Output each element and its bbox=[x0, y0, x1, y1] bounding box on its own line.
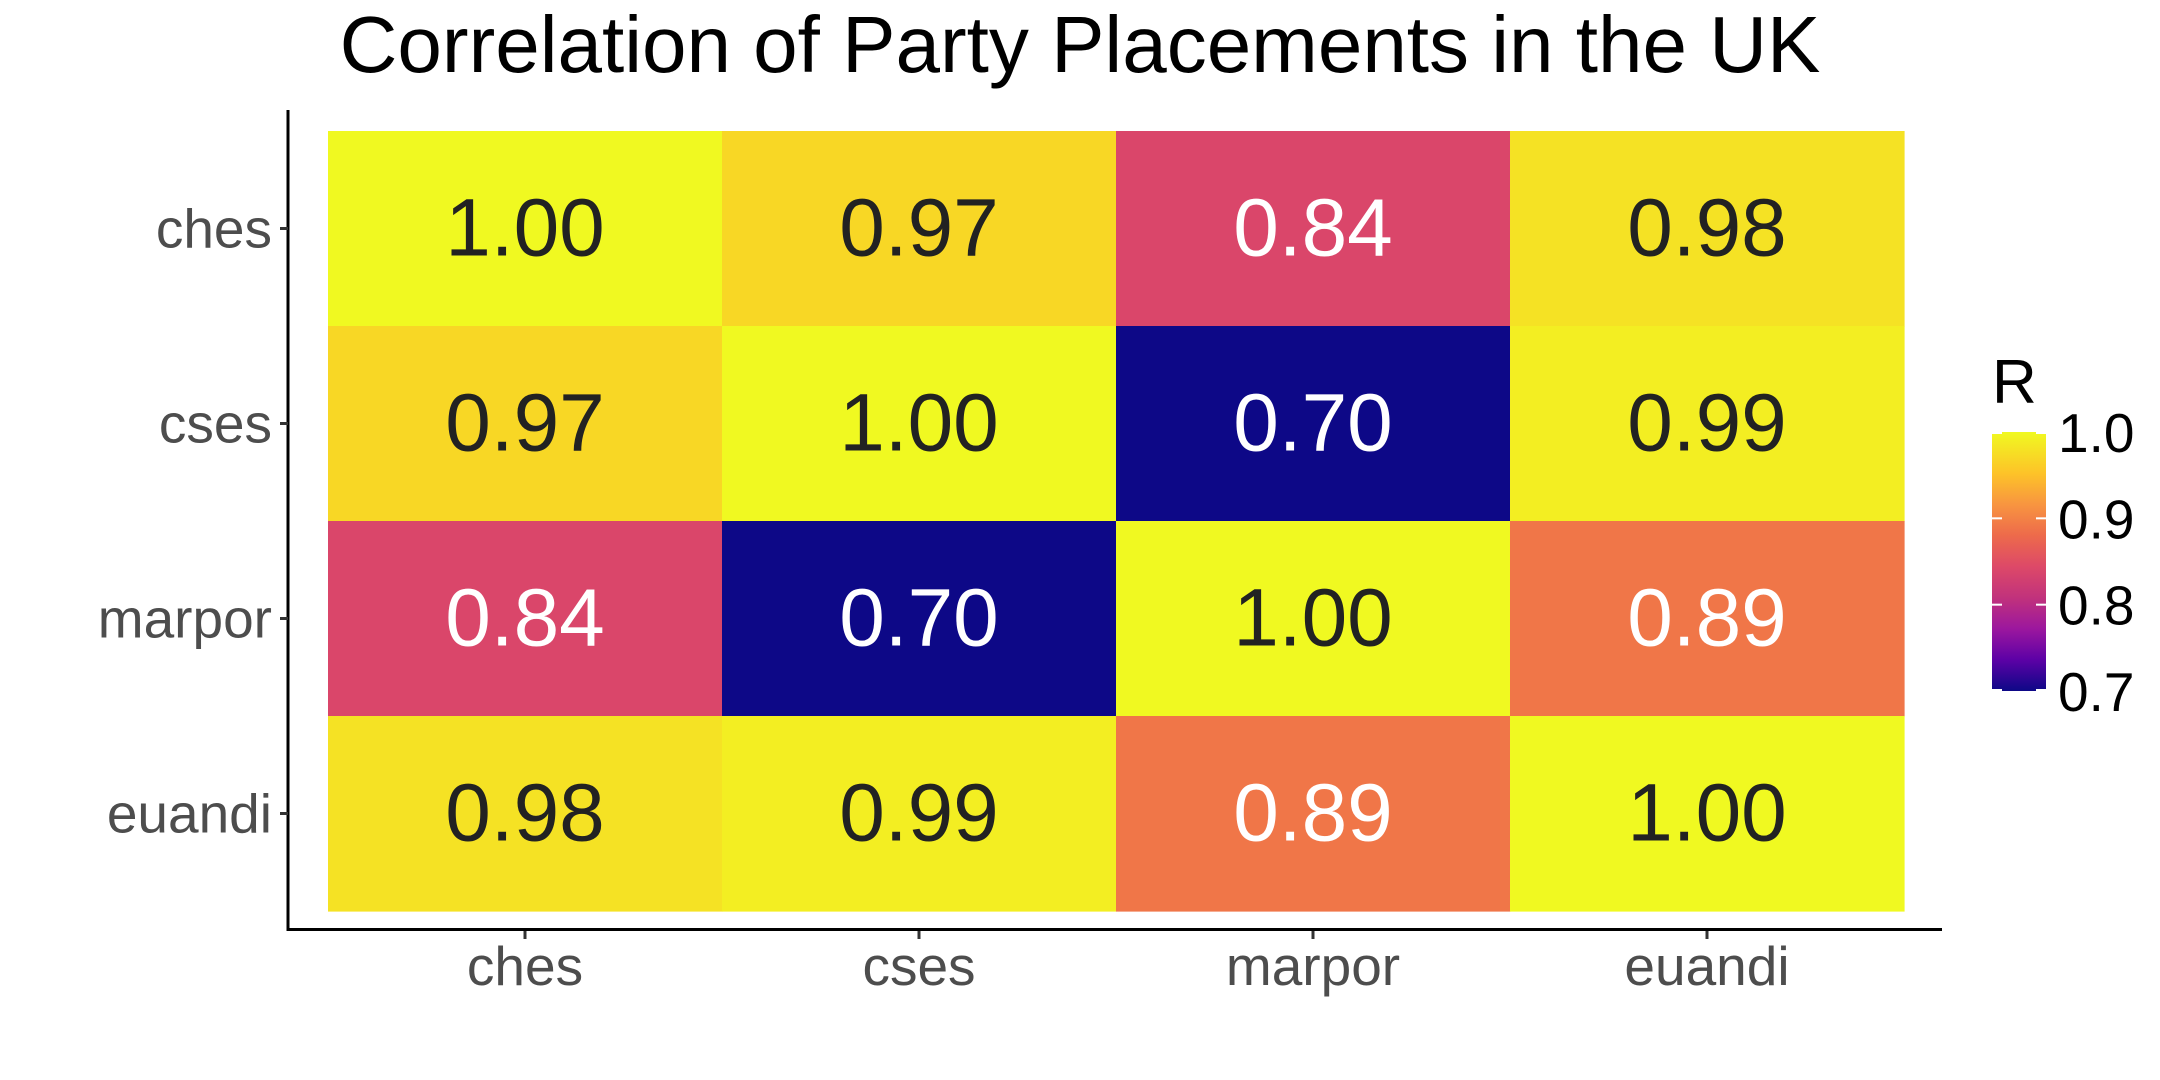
heatmap-cell bbox=[1116, 326, 1511, 522]
x-tick-label: ches bbox=[467, 935, 583, 997]
cell-value-label: 1.00 bbox=[839, 378, 999, 469]
heatmap-cell bbox=[328, 716, 723, 912]
heatmap-cell bbox=[1510, 716, 1905, 912]
cell-value-label: 0.89 bbox=[1233, 768, 1393, 859]
heatmap-cell bbox=[1510, 326, 1905, 522]
heatmap-cells bbox=[328, 131, 1905, 912]
legend-colorbar bbox=[1992, 432, 2046, 691]
heatmap-cell bbox=[1510, 521, 1905, 717]
cell-value-label: 0.89 bbox=[1627, 573, 1787, 664]
cell-value-label: 1.00 bbox=[1627, 768, 1787, 859]
legend-tick-label: 0.9 bbox=[2058, 488, 2134, 550]
cell-value-label: 0.97 bbox=[445, 378, 605, 469]
cell-value-label: 0.84 bbox=[1233, 183, 1393, 274]
heatmap-cell bbox=[1116, 716, 1511, 912]
cell-value-label: 1.00 bbox=[1233, 573, 1393, 664]
x-tick-label: marpor bbox=[1226, 935, 1400, 997]
heatmap-cell bbox=[328, 326, 723, 522]
chart-title: Correlation of Party Placements in the U… bbox=[340, 0, 1821, 89]
cell-value-label: 0.97 bbox=[839, 183, 999, 274]
cell-value-label: 1.00 bbox=[445, 183, 605, 274]
y-axis: ches cses marpor euandi bbox=[98, 198, 288, 845]
heatmap-cell bbox=[1116, 521, 1511, 717]
heatmap-cell bbox=[328, 521, 723, 717]
legend-tick-label: 1.0 bbox=[2058, 402, 2134, 464]
heatmap-cell bbox=[1510, 131, 1905, 327]
y-tick-label: marpor bbox=[98, 588, 272, 650]
y-tick-label: ches bbox=[156, 198, 272, 260]
color-legend: R 1.0 0.9 0.8 0.7 bbox=[1992, 348, 2134, 723]
legend-ticks: 1.0 0.9 0.8 0.7 bbox=[1992, 402, 2134, 723]
heatmap-cell bbox=[1116, 131, 1511, 327]
y-tick-label: cses bbox=[159, 393, 272, 455]
y-tick-label: euandi bbox=[107, 783, 272, 845]
x-tick-label: euandi bbox=[1624, 935, 1789, 997]
cell-value-label: 0.70 bbox=[1233, 378, 1393, 469]
heatmap-cell bbox=[722, 326, 1117, 522]
legend-tick-label: 0.8 bbox=[2058, 575, 2134, 637]
heatmap-cell bbox=[328, 131, 723, 327]
cell-value-label: 0.70 bbox=[839, 573, 999, 664]
cell-value-label: 0.84 bbox=[445, 573, 605, 664]
heatmap-cell-labels: 1.00 0.97 0.84 0.98 0.97 1.00 0.70 0.99 0.84 0.70… bbox=[445, 183, 1787, 859]
legend-title: R bbox=[1992, 348, 2037, 417]
heatmap-cell bbox=[722, 521, 1117, 717]
heatmap-cell bbox=[722, 131, 1117, 327]
cell-value-label: 0.98 bbox=[445, 768, 605, 859]
heatmap-cell bbox=[722, 716, 1117, 912]
legend-tick-label: 0.7 bbox=[2058, 661, 2134, 723]
cell-value-label: 0.98 bbox=[1627, 183, 1787, 274]
cell-value-label: 0.99 bbox=[1627, 378, 1787, 469]
x-tick-label: cses bbox=[862, 935, 975, 997]
x-axis: ches cses marpor euandi bbox=[467, 931, 1790, 997]
cell-value-label: 0.99 bbox=[839, 768, 999, 859]
